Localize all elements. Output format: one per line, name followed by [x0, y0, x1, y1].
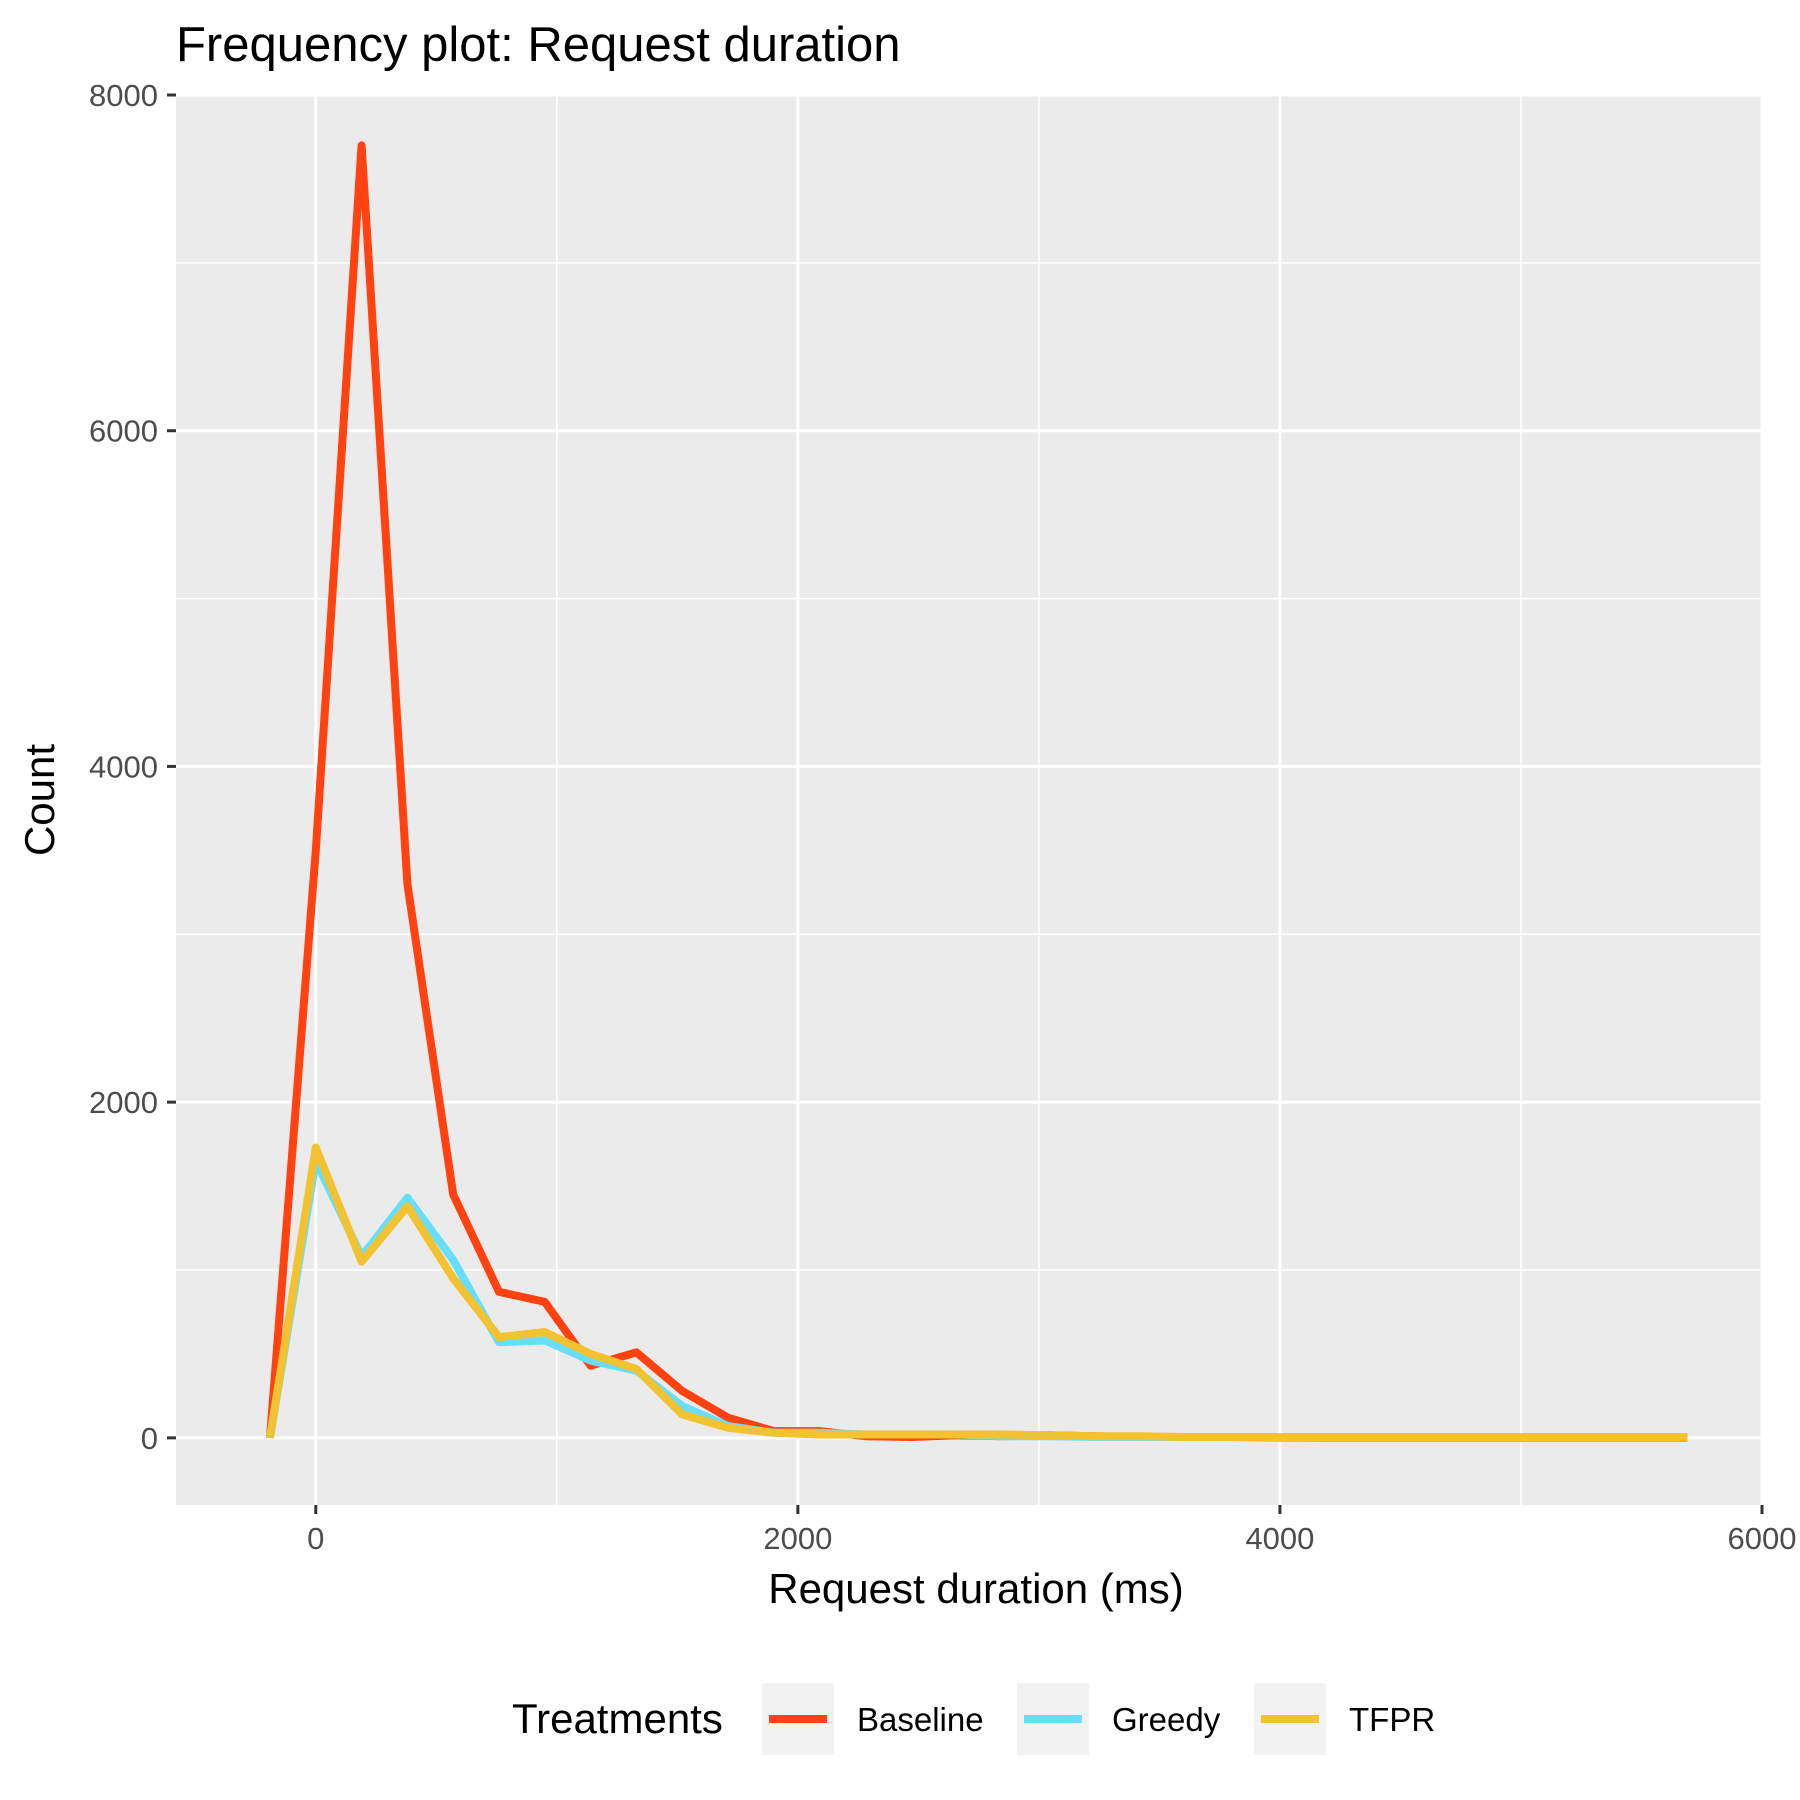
y-tick-label: 6000	[89, 414, 158, 449]
x-tick-label: 0	[307, 1521, 324, 1556]
legend: Treatments Baseline Greedy TFPR	[512, 1683, 1435, 1755]
x-tick-label: 6000	[1728, 1521, 1797, 1556]
y-tick-label: 8000	[89, 78, 158, 113]
legend-title: Treatments	[512, 1695, 723, 1742]
y-axis-title: Count	[16, 744, 63, 856]
legend-label-tfpr: TFPR	[1349, 1701, 1435, 1738]
chart-title: Frequency plot: Request duration	[176, 18, 901, 72]
y-tick-label: 0	[141, 1421, 158, 1456]
grid	[176, 93, 1764, 1505]
legend-label-greedy: Greedy	[1112, 1701, 1221, 1738]
x-axis-title: Request duration (ms)	[768, 1565, 1184, 1612]
x-tick-label: 4000	[1245, 1521, 1314, 1556]
series-line-tfpr	[266, 1143, 1688, 1441]
axes: 0 2000 4000 6000 0 2000 4000 6000 8000	[89, 78, 1796, 1556]
plot-panel	[176, 95, 1762, 1505]
legend-label-baseline: Baseline	[857, 1701, 984, 1738]
y-tick-label: 4000	[89, 749, 158, 784]
series-lines	[266, 141, 1688, 1442]
x-tick-label: 2000	[763, 1521, 832, 1556]
y-tick-label: 2000	[89, 1085, 158, 1120]
